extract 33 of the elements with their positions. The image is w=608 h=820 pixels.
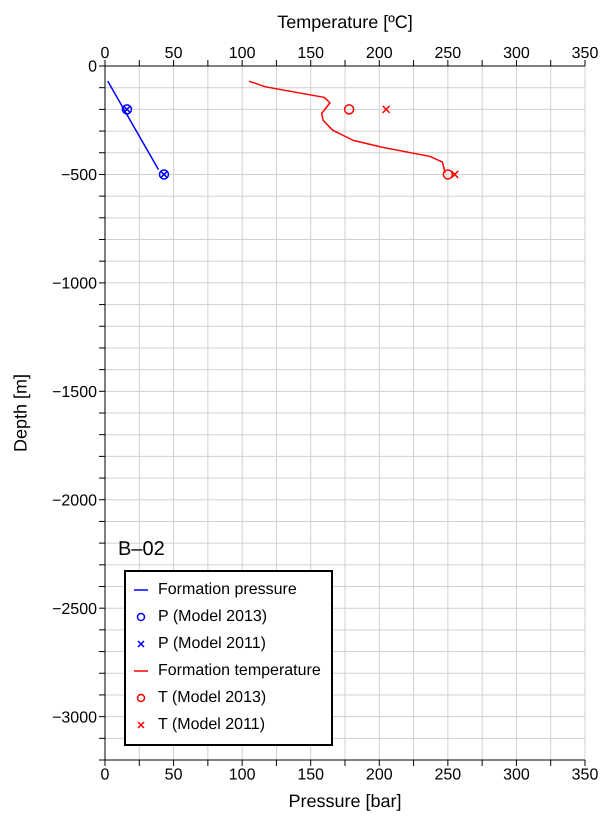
y-tick-label: −1000 bbox=[52, 276, 98, 293]
y-tick-label: −2000 bbox=[52, 492, 98, 510]
x-tick-label: 100 bbox=[228, 45, 256, 62]
y-tick-label: −2500 bbox=[52, 600, 98, 618]
legend-label: Formation temperature bbox=[158, 662, 321, 680]
x-tick-label: 200 bbox=[366, 45, 393, 62]
legend-label: P (Model 2013) bbox=[158, 608, 268, 626]
x2-tick-label: 50 bbox=[164, 766, 183, 784]
x-axis-title: Pressure [bar] bbox=[288, 791, 402, 811]
x-tick-label: 350 bbox=[572, 45, 598, 62]
y-axis-title: Depth [m] bbox=[10, 374, 30, 452]
x-tick-label: 0 bbox=[100, 45, 110, 62]
x-tick-label: 50 bbox=[164, 45, 183, 62]
x2-tick-label: 150 bbox=[297, 766, 324, 784]
x2-tick-label: 350 bbox=[572, 766, 598, 784]
y-tick-label: −1500 bbox=[52, 384, 98, 401]
y-tick-label: 0 bbox=[88, 58, 98, 76]
x2-tick-label: 100 bbox=[228, 766, 256, 784]
legend-label: P (Model 2011) bbox=[158, 634, 266, 652]
legend-label: T (Model 2013) bbox=[158, 688, 266, 706]
x2-tick-label: 300 bbox=[503, 766, 530, 784]
y-tick-label: −500 bbox=[60, 167, 98, 184]
x-tick-label: 300 bbox=[503, 45, 530, 62]
x2-tick-label: 0 bbox=[100, 766, 110, 784]
x2-tick-label: 200 bbox=[366, 766, 393, 784]
x-tick-label: 250 bbox=[434, 45, 462, 62]
annotation: B–02 bbox=[118, 538, 165, 561]
y-tick-label: −3000 bbox=[52, 709, 98, 726]
legend-label: Formation pressure bbox=[158, 580, 297, 598]
x2-tick-label: 250 bbox=[434, 766, 462, 784]
x2-axis-title: Temperature [ºC] bbox=[277, 12, 413, 32]
legend-label: T (Model 2011) bbox=[158, 716, 266, 734]
x-tick-label: 150 bbox=[297, 45, 324, 62]
